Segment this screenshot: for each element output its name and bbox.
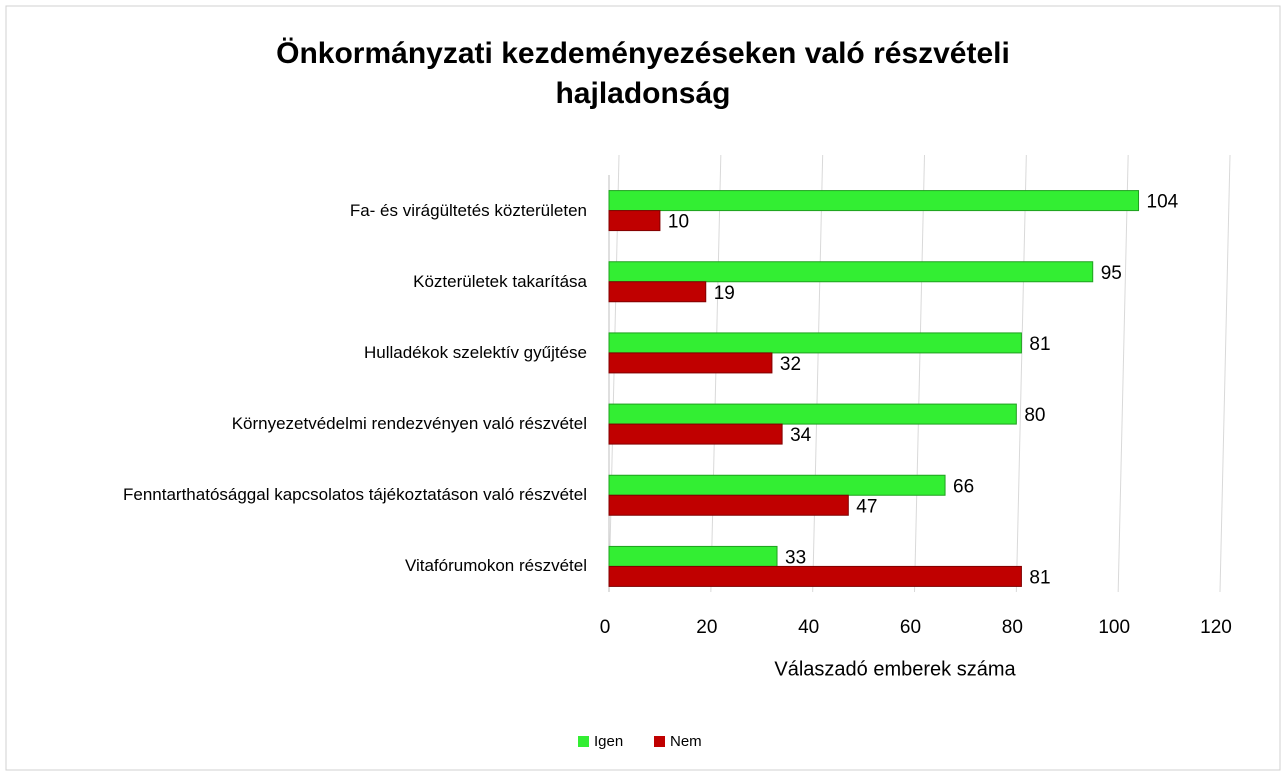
data-label: 32: [780, 354, 801, 375]
grid-line: [710, 154, 722, 593]
bar: [608, 281, 707, 303]
legend-label: Nem: [670, 733, 702, 750]
bar: [608, 403, 1017, 425]
bar: [608, 210, 661, 232]
x-tick-label: 0: [600, 617, 611, 638]
y-tick-label: Közterületek takarítása: [67, 252, 587, 312]
data-label: 47: [856, 496, 877, 517]
grid-line: [1219, 154, 1231, 593]
y-tick-label: Fa- és virágültetés közterületen: [67, 181, 587, 241]
data-label: 19: [714, 283, 735, 304]
category-text: Fa- és virágültetés közterületen: [349, 200, 587, 220]
data-label: 81: [1029, 567, 1050, 588]
data-label: 34: [790, 425, 812, 446]
x-tick-label: 100: [1098, 617, 1130, 638]
data-label: 10: [668, 212, 689, 233]
data-label: 104: [1147, 192, 1179, 213]
x-tick-label: 60: [900, 617, 921, 638]
data-label: 66: [953, 476, 974, 497]
y-tick-label: Környezetvédelmi rendezvényen való részv…: [67, 394, 587, 454]
grid-line: [914, 154, 925, 593]
grid-line: [1117, 154, 1129, 593]
data-label: 81: [1029, 334, 1050, 355]
bar: [608, 565, 1022, 587]
category-text: Közterületek takarítása: [413, 271, 587, 291]
legend-label: Igen: [594, 733, 623, 750]
data-label: 80: [1024, 405, 1045, 426]
bar: [608, 423, 783, 445]
category-text: Vitafórumokon részvétel: [404, 556, 587, 576]
legend-swatch: [578, 736, 589, 747]
y-tick-label: Vitafórumokon részvétel: [67, 536, 587, 596]
chart-title: Önkormányzati kezdeményezéseken való rés…: [276, 37, 1010, 110]
category-text: Fenntarthatósággal kapcsolatos tájékozta…: [123, 485, 587, 505]
category-text: Környezetvédelmi rendezvényen való részv…: [231, 414, 587, 434]
bar: [608, 474, 946, 496]
bar: [608, 545, 778, 567]
legend-swatch: [654, 736, 665, 747]
bar: [608, 332, 1022, 354]
frame: [5, 5, 1281, 771]
grid-line: [812, 154, 824, 593]
x-tick-label: 40: [798, 617, 819, 638]
bar: [608, 261, 1094, 283]
bar: [608, 190, 1140, 212]
data-label: 95: [1101, 263, 1122, 284]
bar: [608, 494, 849, 516]
x-tick-label: 20: [696, 617, 717, 638]
bar: [608, 352, 773, 374]
y-tick-label: Fenntarthatósággal kapcsolatos tájékozta…: [67, 465, 587, 525]
category-text: Hulladékok szelektív gyűjtése: [363, 342, 587, 362]
x-tick-label: 120: [1200, 617, 1232, 638]
data-label: 33: [785, 547, 806, 568]
x-axis-title: Válaszadó emberek száma: [774, 658, 1016, 680]
y-tick-label: Hulladékok szelektív gyűjtése: [67, 323, 587, 383]
grid-line: [1015, 154, 1027, 593]
x-tick-label: 80: [1002, 617, 1023, 638]
